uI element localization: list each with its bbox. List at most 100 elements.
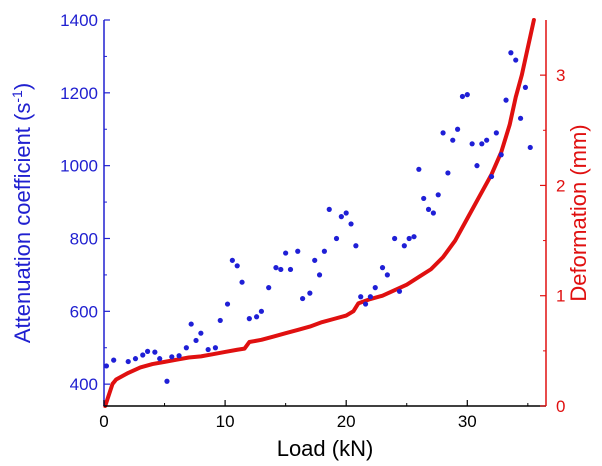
y-left-axis-title-superscript: -1 <box>9 90 25 103</box>
attenuation-point <box>278 266 284 273</box>
attenuation-point <box>273 265 279 271</box>
x-tick-label: 20 <box>337 412 356 431</box>
deformation-line <box>103 18 536 408</box>
y-right-tick-label: 1 <box>556 287 565 306</box>
attenuation-point <box>224 301 231 307</box>
attenuation-point <box>445 170 451 176</box>
attenuation-point <box>384 272 390 278</box>
attenuation-point <box>193 337 199 344</box>
attenuation-point <box>198 330 204 336</box>
attenuation-point <box>353 243 359 249</box>
y-left-tick-label: 400 <box>70 375 98 394</box>
attenuation-point <box>140 352 146 358</box>
attenuation-point <box>416 166 422 172</box>
attenuation-point <box>372 285 378 291</box>
attenuation-point <box>474 163 480 169</box>
attenuation-point <box>488 173 495 180</box>
attenuation-point <box>316 272 323 278</box>
attenuation-point <box>450 137 456 143</box>
attenuation-point <box>234 263 240 269</box>
attenuation-point <box>295 248 301 254</box>
x-axis-title: Load (kN) <box>277 436 374 461</box>
y-right-tick-label: 3 <box>556 66 565 85</box>
y-left-tick-label: 1000 <box>60 157 98 176</box>
attenuation-point <box>144 348 151 354</box>
attenuation-point <box>367 294 374 300</box>
attenuation-point <box>307 290 313 296</box>
y-right-axis-title: Deformation (mm) <box>566 124 591 301</box>
ticks: 0 10 20 30 400 600 800 1000 1200 1400 0 1 2 3 <box>60 11 565 431</box>
attenuation-point <box>283 250 289 256</box>
y-left-axis-title: Attenuation coefficient (s-1) <box>9 83 35 343</box>
attenuation-point <box>358 294 364 300</box>
attenuation-point <box>464 92 470 98</box>
y-left-tick-label: 1200 <box>60 84 98 103</box>
attenuation-point <box>379 265 386 271</box>
attenuation-point <box>132 356 139 362</box>
attenuation-point <box>396 288 403 294</box>
attenuation-point <box>253 314 260 320</box>
attenuation-point <box>333 235 340 242</box>
y-right-tick-label: 2 <box>556 176 565 195</box>
attenuation-point <box>338 214 344 220</box>
attenuation-point <box>152 349 158 355</box>
attenuation-point <box>343 210 349 216</box>
y-left-axis-title-main: Attenuation coefficient (s <box>10 103 35 344</box>
y-left-tick-label: 600 <box>70 302 98 321</box>
attenuation-point <box>513 57 519 63</box>
attenuation-point <box>217 317 223 324</box>
attenuation-point <box>188 321 194 327</box>
plot-area <box>103 18 536 408</box>
x-tick-label: 10 <box>216 412 235 431</box>
attenuation-point <box>411 234 417 240</box>
attenuation-point <box>176 353 182 359</box>
attenuation-point <box>455 126 461 132</box>
attenuation-point <box>527 144 533 151</box>
attenuation-point <box>321 248 327 254</box>
attenuation-point <box>239 279 245 285</box>
attenuation-point <box>362 301 369 307</box>
attenuation-point <box>430 210 436 216</box>
attenuation-point <box>212 345 219 351</box>
y-left-tick-label: 800 <box>70 229 98 248</box>
x-tick-label: 30 <box>458 412 477 431</box>
attenuation-point <box>503 97 509 103</box>
attenuation-point <box>440 130 446 136</box>
attenuation-point <box>493 130 499 136</box>
attenuation-point <box>312 257 318 263</box>
attenuation-point <box>406 235 412 242</box>
attenuation-point <box>111 357 117 363</box>
attenuation-point <box>229 257 235 263</box>
y-left-axis-title-end: ) <box>10 83 35 90</box>
attenuation-point <box>326 206 332 212</box>
attenuation-point <box>459 93 466 100</box>
attenuation-point <box>508 50 514 56</box>
attenuation-point <box>183 345 189 351</box>
attenuation-point <box>266 285 272 291</box>
attenuation-point <box>522 84 529 90</box>
attenuation-point <box>287 266 294 273</box>
attenuation-point <box>164 378 170 384</box>
attenuation-point <box>469 141 475 147</box>
attenuation-point <box>348 221 354 227</box>
attenuation-point <box>205 346 211 353</box>
attenuation-point <box>425 206 432 212</box>
attenuation-point <box>421 195 427 202</box>
attenuation-point <box>392 235 398 242</box>
attenuation-point <box>246 316 252 322</box>
y-right-tick-label: 0 <box>556 397 565 416</box>
attenuation-point <box>169 354 175 360</box>
attenuation-point <box>517 115 524 121</box>
attenuation-point <box>498 152 504 158</box>
attenuation-point <box>157 356 163 362</box>
y-left-tick-label: 1400 <box>60 11 98 30</box>
attenuation-point <box>300 295 306 302</box>
attenuation-point <box>258 308 265 314</box>
attenuation-point <box>401 243 407 249</box>
x-tick-label: 0 <box>99 412 108 431</box>
attenuation-point <box>435 192 441 198</box>
axes <box>103 20 547 407</box>
attenuation-point <box>484 137 490 143</box>
attenuation-point <box>103 363 110 369</box>
